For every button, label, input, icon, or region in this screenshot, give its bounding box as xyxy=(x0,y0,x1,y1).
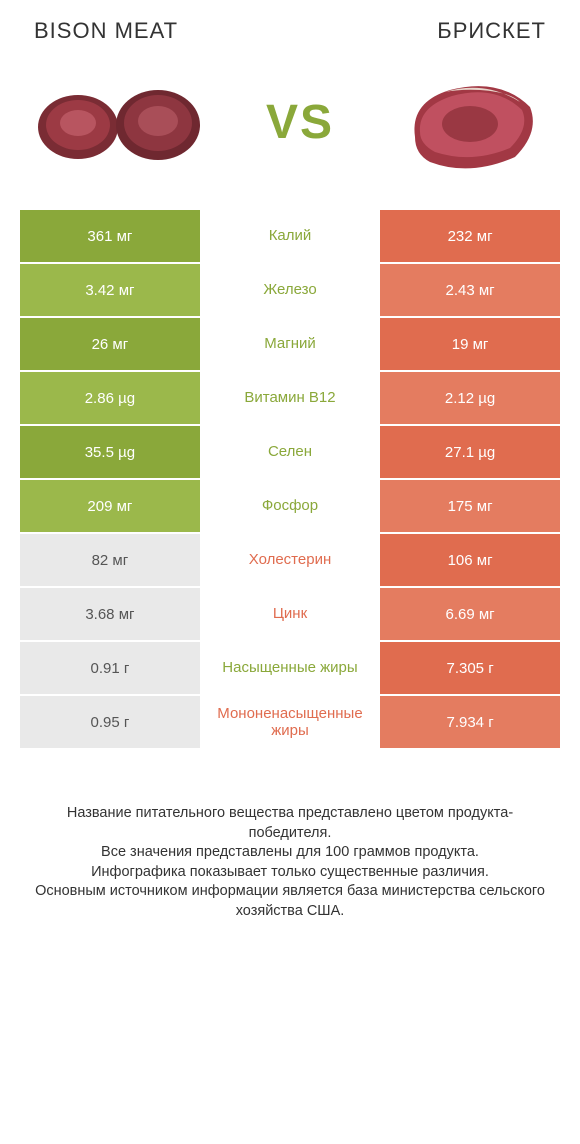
value-left: 0.95 г xyxy=(20,696,200,748)
nutrient-label: Железо xyxy=(200,264,380,316)
footer-line: Инфографика показывает только существенн… xyxy=(28,863,552,883)
nutrient-label: Витамин B12 xyxy=(200,372,380,424)
value-left: 361 мг xyxy=(20,210,200,262)
footer-line: Основным источником информации является … xyxy=(28,882,552,921)
nutrient-label: Мононенасыщенные жиры xyxy=(200,696,380,748)
value-left: 26 мг xyxy=(20,318,200,370)
nutrient-label: Калий xyxy=(200,210,380,262)
value-left: 209 мг xyxy=(20,480,200,532)
table-row: 0.95 гМононенасыщенные жиры7.934 г xyxy=(20,694,560,748)
table-row: 361 мгКалий232 мг xyxy=(20,208,560,262)
header: BISON MEAT БРИСКЕТ xyxy=(20,18,560,52)
nutrient-label: Цинк xyxy=(200,588,380,640)
value-right: 7.934 г xyxy=(380,696,560,748)
value-left: 3.42 мг xyxy=(20,264,200,316)
value-right: 19 мг xyxy=(380,318,560,370)
value-right: 106 мг xyxy=(380,534,560,586)
table-row: 2.86 µgВитамин B122.12 µg xyxy=(20,370,560,424)
value-left: 35.5 µg xyxy=(20,426,200,478)
value-left: 0.91 г xyxy=(20,642,200,694)
nutrient-label: Магний xyxy=(200,318,380,370)
table-row: 35.5 µgСелен27.1 µg xyxy=(20,424,560,478)
value-right: 7.305 г xyxy=(380,642,560,694)
table-row: 26 мгМагний19 мг xyxy=(20,316,560,370)
nutrient-label: Селен xyxy=(200,426,380,478)
bison-meat-image xyxy=(30,67,210,177)
footer-line: Название питательного вещества представл… xyxy=(28,804,552,843)
table-row: 3.42 мгЖелезо2.43 мг xyxy=(20,262,560,316)
comparison-table: 361 мгКалий232 мг3.42 мгЖелезо2.43 мг26 … xyxy=(20,208,560,748)
nutrient-label: Фосфор xyxy=(200,480,380,532)
nutrient-label: Холестерин xyxy=(200,534,380,586)
table-row: 0.91 гНасыщенные жиры7.305 г xyxy=(20,640,560,694)
value-right: 232 мг xyxy=(380,210,560,262)
vs-row: VS xyxy=(20,52,560,208)
brisket-image xyxy=(390,62,550,182)
table-row: 3.68 мгЦинк6.69 мг xyxy=(20,586,560,640)
footer-notes: Название питательного вещества представл… xyxy=(20,748,560,921)
value-right: 27.1 µg xyxy=(380,426,560,478)
value-right: 175 мг xyxy=(380,480,560,532)
title-left: BISON MEAT xyxy=(34,18,178,44)
value-right: 2.12 µg xyxy=(380,372,560,424)
value-left: 3.68 мг xyxy=(20,588,200,640)
title-right: БРИСКЕТ xyxy=(437,18,546,44)
nutrient-label: Насыщенные жиры xyxy=(200,642,380,694)
value-left: 2.86 µg xyxy=(20,372,200,424)
footer-line: Все значения представлены для 100 граммо… xyxy=(28,843,552,863)
value-right: 2.43 мг xyxy=(380,264,560,316)
value-left: 82 мг xyxy=(20,534,200,586)
table-row: 209 мгФосфор175 мг xyxy=(20,478,560,532)
vs-label: VS xyxy=(266,95,334,150)
value-right: 6.69 мг xyxy=(380,588,560,640)
table-row: 82 мгХолестерин106 мг xyxy=(20,532,560,586)
